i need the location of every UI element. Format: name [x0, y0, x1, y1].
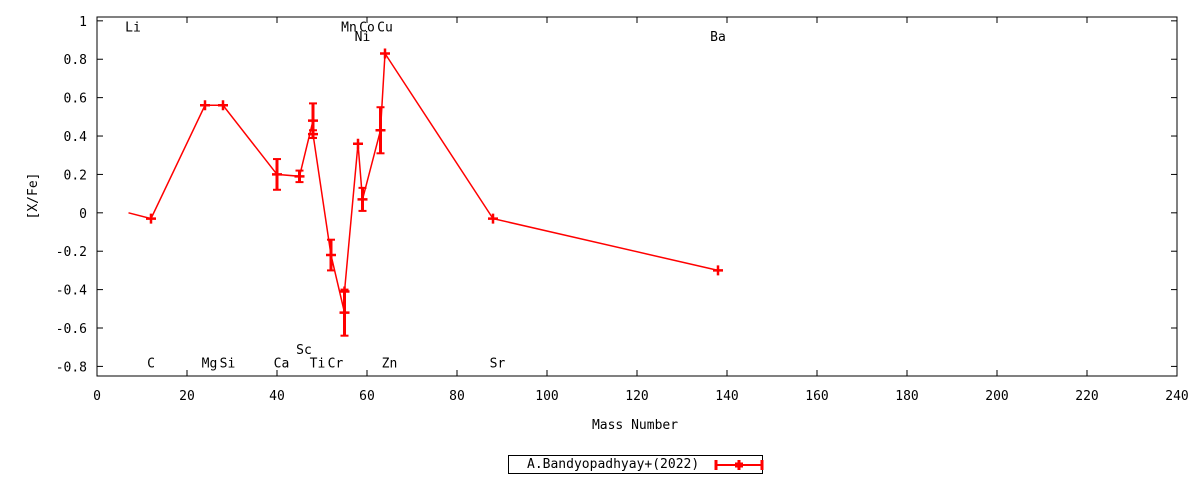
- element-label: Cu: [377, 21, 393, 36]
- data-point: [272, 169, 282, 180]
- data-point: [339, 286, 350, 297]
- data-point: [200, 100, 210, 111]
- y-tick-label: 1: [79, 15, 87, 30]
- data-point: [294, 171, 305, 182]
- x-tick-label: 140: [715, 389, 738, 404]
- x-tick-label: 60: [359, 389, 375, 404]
- x-tick-label: 180: [895, 389, 918, 404]
- element-label: Si: [220, 357, 236, 372]
- y-axis-label: [X/Fe]: [26, 173, 41, 220]
- element-label: Mn: [341, 21, 357, 36]
- data-point: [218, 100, 228, 111]
- y-tick-label: 0.8: [64, 53, 87, 68]
- data-point: [380, 48, 390, 59]
- x-tick-label: 100: [535, 389, 558, 404]
- data-point: [488, 213, 498, 224]
- data-point: [357, 194, 368, 205]
- element-label: Cr: [328, 357, 344, 372]
- element-label: Co: [359, 21, 375, 36]
- y-tick-label: 0.2: [64, 168, 87, 183]
- element-label: Sr: [490, 357, 506, 372]
- element-label: Ni: [355, 30, 371, 45]
- y-tick-label: -0.4: [56, 284, 87, 299]
- y-tick-label: -0.6: [56, 322, 87, 337]
- data-point: [308, 129, 318, 140]
- legend-swatch: [714, 460, 764, 470]
- data-point: [146, 213, 156, 224]
- x-tick-label: 80: [449, 389, 465, 404]
- x-tick-label: 240: [1165, 389, 1188, 404]
- data-point: [353, 138, 363, 149]
- data-point: [326, 250, 336, 261]
- y-tick-label: 0: [79, 207, 87, 222]
- x-tick-label: 20: [179, 389, 195, 404]
- y-tick-label: 0.6: [64, 92, 87, 107]
- x-tick-label: 120: [625, 389, 648, 404]
- x-tick-label: 200: [985, 389, 1008, 404]
- x-tick-label: 40: [269, 389, 285, 404]
- legend-label: A.Bandyopadhyay+(2022): [527, 457, 700, 472]
- y-tick-label: -0.2: [56, 245, 87, 260]
- element-label: C: [147, 357, 155, 372]
- element-label: Ba: [710, 30, 726, 45]
- data-point: [375, 125, 386, 136]
- data-series: [128, 48, 723, 337]
- data-point: [339, 307, 350, 318]
- data-point: [713, 265, 723, 276]
- series-line: [128, 51, 719, 313]
- element-label: Sc: [296, 343, 312, 358]
- x-tick-label: 0: [93, 389, 101, 404]
- x-tick-label: 160: [805, 389, 828, 404]
- element-label: Ti: [310, 357, 326, 372]
- element-label: Ca: [274, 357, 290, 372]
- x-axis-label: Mass Number: [592, 418, 678, 433]
- element-label: Li: [125, 21, 141, 36]
- data-point: [308, 115, 318, 126]
- y-tick-label: 0.4: [64, 130, 88, 145]
- axis-ticks: 0 20 40 60 80 100 120 140 160 180 200 220 240 -0.8 -0.…: [56, 15, 1189, 404]
- legend: A.Bandyopadhyay+(2022): [508, 455, 764, 474]
- y-tick-label: -0.8: [56, 360, 87, 375]
- element-label: Mg: [202, 357, 218, 372]
- plot-frame: [96, 16, 1178, 377]
- x-tick-label: 220: [1075, 389, 1098, 404]
- element-label: Zn: [382, 357, 398, 372]
